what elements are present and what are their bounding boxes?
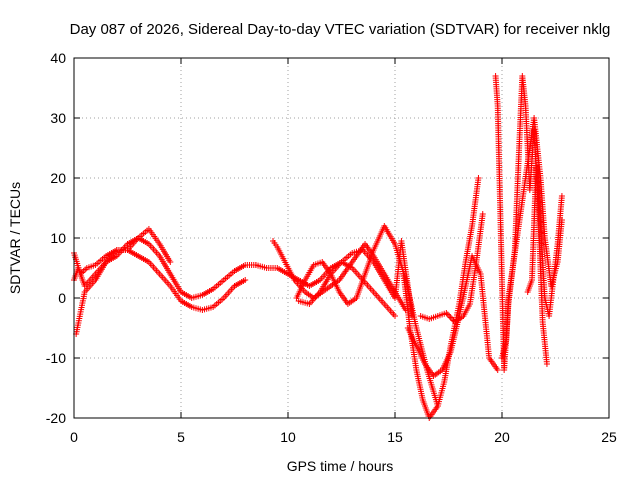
data-points bbox=[71, 73, 565, 421]
series-10 bbox=[417, 211, 486, 325]
chart-title: Day 087 of 2026, Sidereal Day-to-day VTE… bbox=[70, 21, 611, 38]
y-tick-label: 10 bbox=[50, 230, 66, 246]
data-point bbox=[494, 367, 501, 373]
data-point bbox=[167, 259, 174, 265]
y-tick-label: 20 bbox=[50, 170, 66, 186]
y-tick-label: 40 bbox=[50, 50, 66, 66]
data-point bbox=[444, 311, 451, 318]
series-3 bbox=[71, 226, 174, 277]
x-tick-label: 10 bbox=[280, 429, 296, 445]
series-8 bbox=[400, 175, 482, 421]
data-point bbox=[242, 277, 249, 283]
series-13 bbox=[499, 115, 565, 361]
data-point bbox=[479, 211, 486, 217]
x-tick-label: 0 bbox=[70, 429, 78, 445]
axis-ticks: 0 5 10 15 20 25 -20 -10 0 10 20 30 40 bbox=[46, 50, 617, 445]
y-tick-label: 0 bbox=[58, 290, 66, 306]
data-point bbox=[409, 313, 416, 319]
x-tick-label: 15 bbox=[387, 429, 403, 445]
data-point bbox=[447, 314, 454, 321]
y-tick-label: -10 bbox=[46, 350, 66, 366]
data-point bbox=[558, 217, 565, 223]
series-9 bbox=[404, 253, 501, 379]
series-11 bbox=[492, 73, 550, 373]
x-tick-label: 25 bbox=[601, 429, 617, 445]
series-1 bbox=[71, 235, 259, 301]
y-tick-label: -20 bbox=[46, 410, 66, 426]
x-axis-label: GPS time / hours bbox=[287, 458, 394, 474]
y-tick-label: 30 bbox=[50, 110, 66, 126]
x-tick-label: 20 bbox=[494, 429, 510, 445]
plot-frame bbox=[73, 57, 610, 419]
x-tick-label: 5 bbox=[177, 429, 185, 445]
data-point bbox=[475, 175, 482, 181]
y-axis-label: SDTVAR / TECUs bbox=[7, 182, 23, 294]
data-point bbox=[392, 313, 398, 319]
data-point bbox=[543, 361, 550, 367]
data-point bbox=[558, 193, 565, 199]
